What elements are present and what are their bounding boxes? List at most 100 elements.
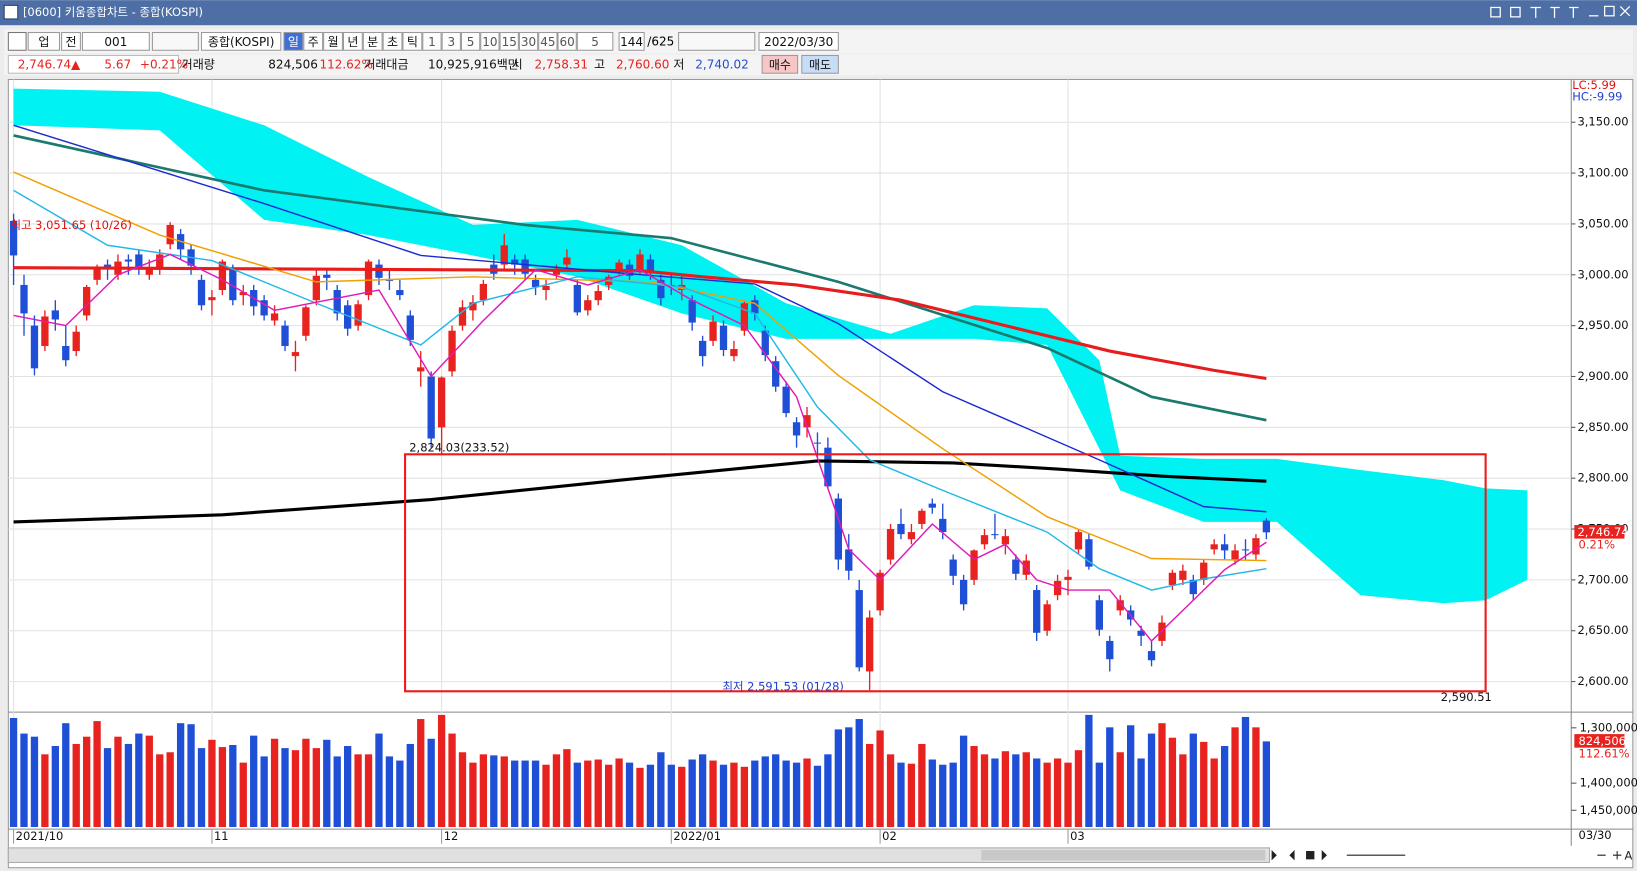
volume-bar	[719, 764, 728, 828]
volume-bar	[949, 762, 957, 828]
minute-button[interactable]: 3	[447, 35, 455, 49]
y-tick-label: 2,800.00	[1577, 471, 1628, 485]
x-tick-label: 2022/01	[673, 829, 721, 843]
candle-body	[897, 523, 905, 535]
candle-body	[1220, 544, 1229, 551]
minute-button[interactable]: 45	[540, 35, 555, 49]
market-select[interactable]: 업	[38, 35, 49, 49]
period-button[interactable]: 년	[347, 35, 358, 49]
sell-button-bg[interactable]	[801, 54, 839, 74]
volume-bar	[166, 752, 174, 828]
candle-body	[1231, 550, 1239, 560]
volume-bar	[1116, 752, 1124, 828]
minute-button[interactable]: 15	[502, 35, 517, 49]
period-button[interactable]: 주	[308, 35, 319, 49]
candle-body	[1095, 600, 1103, 630]
y-tick-label: 2,950.00	[1577, 318, 1628, 332]
candle-body	[1033, 590, 1041, 633]
minute-button-bg[interactable]	[422, 31, 442, 51]
volume-bar	[176, 723, 185, 828]
code-input-bg[interactable]	[81, 31, 150, 51]
volume-bar	[1252, 727, 1260, 828]
candle-body	[291, 352, 300, 357]
minute-button-bg[interactable]	[441, 31, 461, 51]
market-select-bg[interactable]	[27, 31, 61, 51]
name-field-bg[interactable]	[200, 31, 282, 51]
candle-body	[1137, 630, 1145, 636]
scroll-thumb[interactable]	[981, 849, 1266, 861]
count-input[interactable]: 144	[620, 35, 643, 49]
price-tag-change: 0.21%	[1579, 537, 1616, 551]
minute-button[interactable]: 1	[428, 35, 436, 49]
minute-button[interactable]: 5	[467, 35, 475, 49]
buy-button-bg[interactable]	[761, 54, 799, 74]
volume-bar	[156, 754, 164, 828]
count-input-bg[interactable]	[618, 31, 645, 51]
amount-label: 거래대금	[364, 57, 408, 71]
buy-button[interactable]: 매수	[769, 58, 791, 72]
candle-body	[928, 503, 936, 508]
period-button[interactable]: 틱	[407, 35, 418, 49]
volume-bar	[239, 762, 247, 828]
period-button-bg[interactable]	[382, 31, 403, 51]
candle-body	[51, 310, 59, 320]
volume-bar	[563, 749, 571, 828]
volume-label: 거래량	[182, 57, 215, 71]
minute-button-bg[interactable]	[499, 31, 519, 51]
interval-select[interactable]: 5	[591, 35, 599, 49]
candle-body	[500, 245, 508, 265]
volume-bar	[918, 743, 926, 828]
scroll-controls[interactable]: A	[1271, 849, 1633, 863]
candle-body	[239, 292, 247, 296]
minute-button-bg[interactable]	[518, 31, 539, 51]
candle-body	[385, 279, 394, 281]
minute-button-bg[interactable]	[538, 31, 558, 51]
period-button-bg[interactable]	[303, 31, 324, 51]
minute-button-bg[interactable]	[557, 31, 577, 51]
chart-type-icon[interactable]	[7, 31, 27, 51]
interval-select-bg[interactable]	[576, 31, 614, 51]
period-button-bg[interactable]	[362, 31, 383, 51]
period-button-bg[interactable]	[342, 31, 363, 51]
volume-bar	[688, 759, 696, 828]
sell-button[interactable]: 매도	[809, 58, 831, 72]
rate: +0.21%	[140, 57, 188, 71]
code-input[interactable]: 001	[104, 35, 127, 49]
arrow: ▲	[71, 57, 81, 71]
date-input-bg[interactable]	[758, 31, 839, 51]
period-button[interactable]: 일	[288, 35, 299, 49]
volume-bar	[855, 719, 863, 828]
period-button[interactable]: 초	[387, 35, 398, 49]
period-button-bg[interactable]	[402, 31, 423, 51]
name-field[interactable]: 종합(KOSPI)	[208, 35, 275, 49]
candle-body	[511, 259, 519, 265]
minute-button[interactable]: 10	[482, 35, 497, 49]
minute-button-bg[interactable]	[480, 31, 500, 51]
volume-bar	[437, 714, 446, 828]
candle-body	[1147, 651, 1156, 661]
search-icons[interactable]	[151, 31, 199, 51]
volume-bar	[928, 759, 936, 828]
tool-icons[interactable]	[678, 31, 756, 51]
window-controls[interactable]	[1490, 5, 1631, 18]
minute-button[interactable]: 60	[560, 35, 575, 49]
date-input[interactable]: 2022/03/30	[764, 35, 833, 49]
scope-button[interactable]: 전	[65, 35, 76, 49]
candle-body	[782, 386, 790, 414]
volume-bar	[93, 721, 101, 828]
period-button[interactable]: 월	[328, 35, 339, 49]
candle-body	[364, 261, 373, 296]
period-button-bg[interactable]	[283, 31, 304, 51]
period-button-bg[interactable]	[323, 31, 343, 51]
volume-bar	[114, 736, 122, 828]
period-button[interactable]: 분	[367, 35, 378, 49]
scope-button-bg[interactable]	[61, 31, 81, 51]
volume-bar	[866, 743, 874, 828]
volume-bar	[615, 758, 623, 828]
mid-label: 2,824.03(233.52)	[409, 441, 509, 455]
scrollbar[interactable]	[7, 847, 1271, 864]
minute-button-bg[interactable]	[460, 31, 481, 51]
open-label: 시	[512, 57, 523, 71]
minute-button[interactable]: 30	[521, 35, 536, 49]
